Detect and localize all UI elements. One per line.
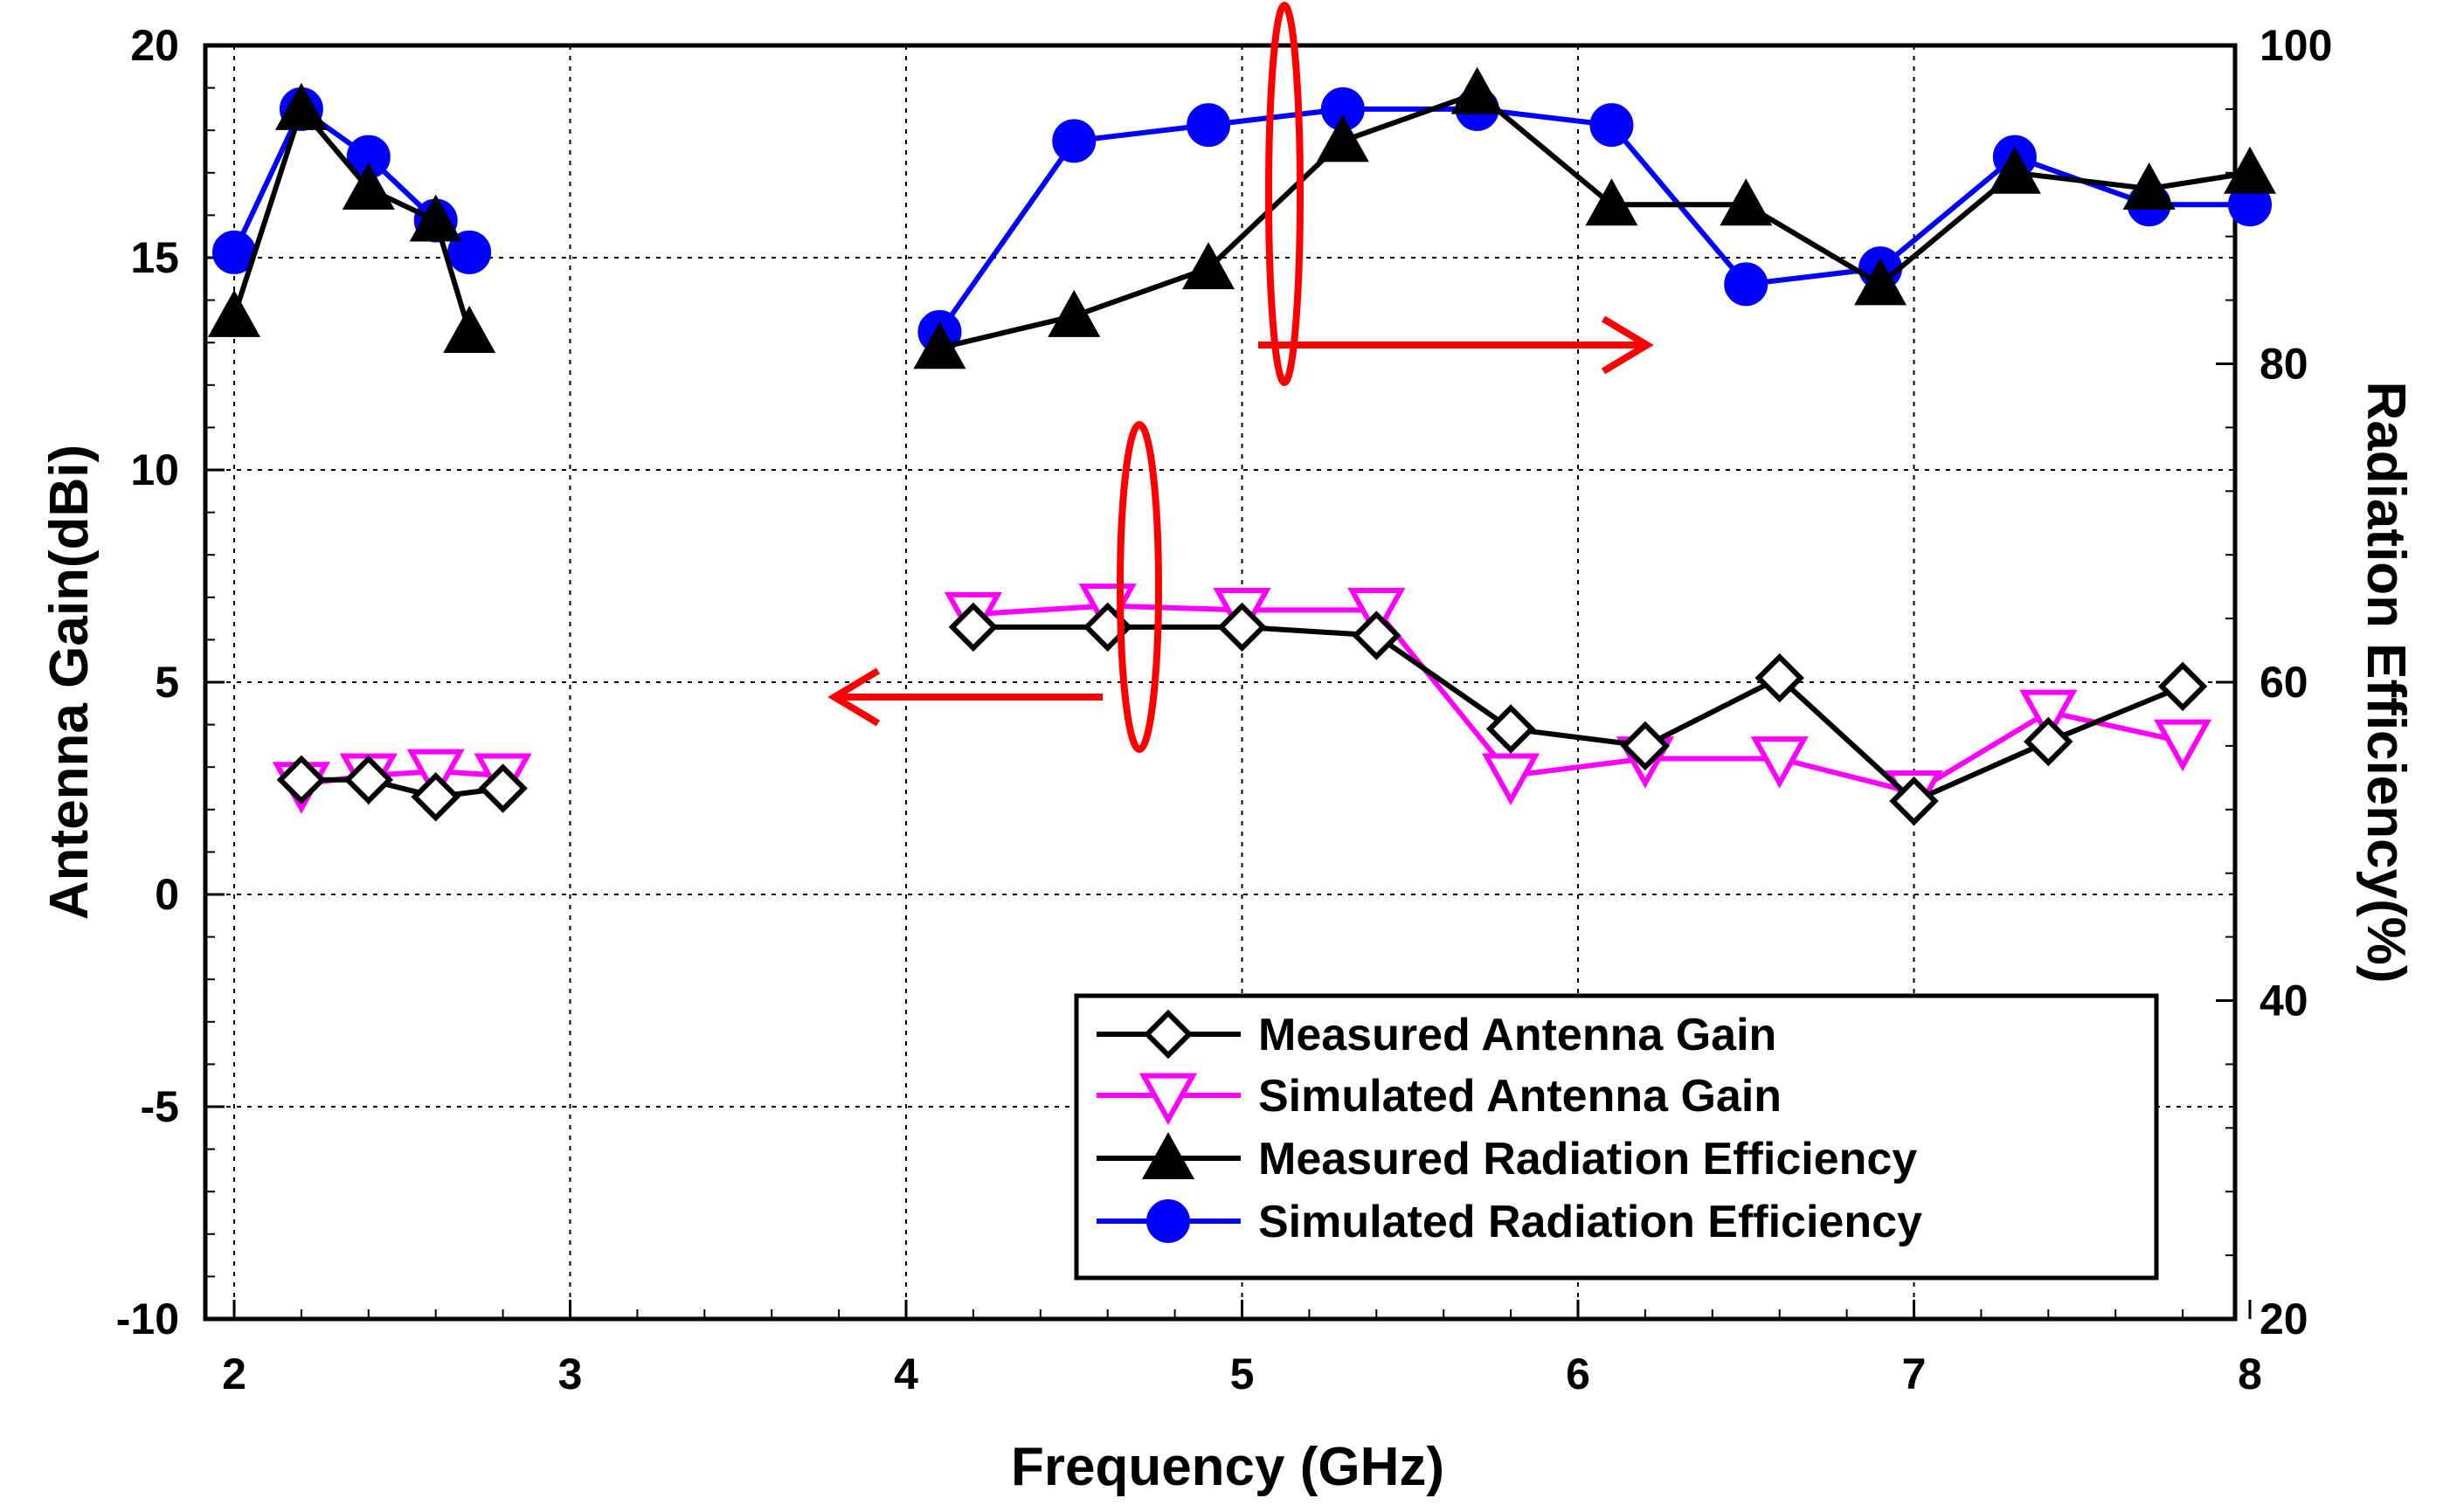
series-line bbox=[301, 780, 503, 797]
x-tick-label: 2 bbox=[222, 1350, 246, 1398]
legend: Measured Antenna Gain Simulated Antenna G… bbox=[1076, 996, 2156, 1278]
y-left-tick-label: 20 bbox=[130, 21, 179, 70]
data-point bbox=[1725, 263, 1767, 305]
y-left-tick-label: 10 bbox=[130, 445, 179, 494]
data-point bbox=[2162, 666, 2204, 708]
legend-label: Measured Radiation Efficiency bbox=[1258, 1134, 1917, 1184]
data-point bbox=[415, 776, 457, 818]
data-point bbox=[1486, 756, 1535, 800]
y-right-tick-label: 100 bbox=[2260, 21, 2332, 70]
y-left-tick-label: -5 bbox=[141, 1082, 179, 1131]
data-point bbox=[2224, 147, 2276, 194]
chart: 2 3 4 5 6 7 8 20 15 10 5 0 -5 -10 100 80 60 40 20 Frequenc… bbox=[0, 0, 2450, 1512]
data-point bbox=[1053, 120, 1095, 162]
legend-label: Measured Antenna Gain bbox=[1258, 1010, 1776, 1060]
data-point bbox=[1451, 67, 1504, 114]
y-right-tick-label: 60 bbox=[2260, 658, 2308, 707]
x-tick-label: 7 bbox=[1902, 1350, 1927, 1398]
y-right-tick-label: 20 bbox=[2260, 1295, 2308, 1343]
data-point bbox=[2027, 721, 2069, 763]
data-point bbox=[1590, 104, 1632, 146]
data-point bbox=[208, 290, 260, 337]
x-tick-label: 3 bbox=[558, 1350, 583, 1398]
y-left-tick-label: 0 bbox=[155, 870, 179, 919]
y-right-tick-label: 40 bbox=[2260, 977, 2308, 1025]
y-right-tick-label: 80 bbox=[2260, 340, 2308, 389]
y-right-axis-title: Radiation Efficiency(%) bbox=[2356, 382, 2416, 984]
x-tick-label: 5 bbox=[1230, 1350, 1255, 1398]
y-left-tick-label: 5 bbox=[155, 658, 179, 707]
x-tick-label: 4 bbox=[894, 1350, 918, 1398]
legend-marker bbox=[1147, 1200, 1189, 1242]
data-point bbox=[2158, 722, 2207, 766]
y-left-axis-title: Antenna Gain(dBi) bbox=[39, 445, 100, 920]
x-axis-title: Frequency (GHz) bbox=[1011, 1437, 1444, 1497]
data-point bbox=[1355, 615, 1397, 657]
series-simulated-radiation-efficiency bbox=[213, 88, 2271, 353]
series-measured-antenna-gain bbox=[280, 606, 2204, 822]
data-point bbox=[443, 306, 495, 353]
data-point bbox=[1317, 114, 1369, 162]
legend-label: Simulated Radiation Efficiency bbox=[1258, 1197, 1922, 1247]
data-point bbox=[1490, 708, 1532, 749]
legend-label: Simulated Antenna Gain bbox=[1258, 1071, 1782, 1122]
x-tick-label: 8 bbox=[2238, 1350, 2262, 1398]
y-left-tick-label: 15 bbox=[130, 233, 179, 282]
data-point bbox=[1048, 290, 1100, 337]
x-tick-label: 6 bbox=[1566, 1350, 1590, 1398]
data-point bbox=[1187, 104, 1229, 146]
y-left-tick-label: -10 bbox=[116, 1295, 179, 1343]
